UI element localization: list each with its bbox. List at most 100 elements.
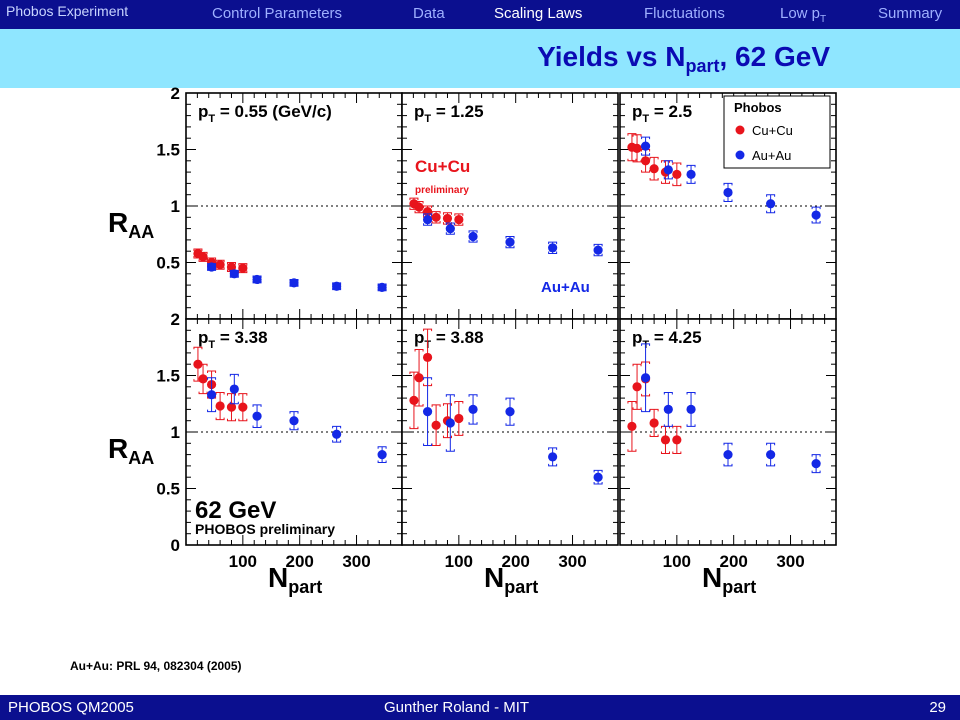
auau-syst-bracket: [468, 240, 478, 243]
auau-syst-bracket: [663, 176, 673, 180]
auau-syst-bracket: [229, 275, 239, 278]
cucu-point: [193, 248, 203, 259]
cucu-point: [206, 257, 217, 268]
nav-data[interactable]: Data: [413, 5, 445, 22]
auau-syst-bracket: [332, 282, 342, 285]
auau-syst-bracket: [332, 425, 342, 429]
auau-syst-bracket: [229, 373, 239, 377]
panel-frame: [401, 318, 619, 546]
y-axis-label-top: RAA: [108, 207, 154, 242]
cucu-syst-bracket: [672, 425, 682, 429]
auau-syst-bracket: [252, 425, 262, 428]
auau-point: [766, 450, 776, 460]
auau-point: [548, 452, 558, 462]
y-tick-label: 0.5: [156, 480, 180, 499]
experiment-label: PHOBOS preliminary: [195, 521, 335, 537]
x-tick-label: 200: [719, 552, 747, 571]
auau-syst-bracket: [686, 181, 696, 184]
y-axis-label-bottom-main: R: [108, 433, 128, 464]
cucu-point: [442, 416, 453, 426]
nav-scaling-laws[interactable]: Scaling Laws: [494, 5, 583, 22]
auau-syst-bracket: [445, 394, 455, 397]
cucu-syst-bracket: [215, 391, 225, 395]
cucu-syst-bracket: [454, 400, 464, 404]
nav-fluctuations[interactable]: Fluctuations: [644, 5, 725, 22]
auau-point: [377, 450, 387, 460]
y-tick-label: 2: [171, 310, 180, 329]
title-tail: , 62 GeV: [719, 41, 830, 72]
cucu-syst-bracket: [641, 361, 651, 364]
auau-point: [332, 429, 342, 439]
auau-syst-bracket: [207, 268, 217, 271]
title-bar: Yields vs Npart, 62 GeV: [0, 29, 960, 88]
auau-syst-bracket: [377, 460, 387, 464]
cucu-syst-bracket: [414, 210, 424, 214]
x-axis-label-2-sub: part: [504, 577, 538, 597]
auau-point: [422, 214, 433, 225]
cucu-syst-bracket: [423, 383, 433, 387]
panel-label-sub: T: [642, 113, 649, 125]
nav-summary[interactable]: Summary: [878, 5, 943, 22]
auau-syst-bracket: [766, 194, 776, 197]
x-axis-label-2-main: N: [484, 562, 504, 593]
panel-label-value: = 4.25: [649, 328, 701, 347]
auau-syst-bracket: [548, 447, 558, 450]
auau-syst-bracket: [445, 232, 455, 235]
nav-low-pt[interactable]: Low pT: [780, 5, 826, 25]
auau-syst-bracket: [252, 280, 262, 284]
cucu-point: [226, 262, 237, 272]
y-axis-label-bottom-sub: AA: [128, 448, 154, 468]
auau-syst-bracket: [207, 263, 217, 266]
x-tick-label: 200: [285, 552, 313, 571]
auau-syst-bracket: [641, 153, 651, 156]
auau-point: [229, 384, 239, 394]
panel-frame: [185, 318, 403, 546]
auau-syst-bracket: [423, 213, 433, 216]
y-tick-label: 1: [171, 423, 180, 442]
auau-syst-bracket: [723, 182, 733, 186]
auau-point: [548, 243, 558, 253]
cucu-point: [649, 418, 659, 428]
cucu-syst-bracket: [632, 159, 642, 163]
x-axis-label-3-sub: part: [722, 577, 756, 597]
cucu-point: [193, 359, 203, 369]
cucu-syst-bracket: [207, 370, 217, 373]
cucu-syst-bracket: [627, 449, 637, 452]
y-tick-label: 1.5: [156, 141, 180, 160]
cucu-syst-bracket: [454, 433, 464, 436]
auau-syst-bracket: [663, 424, 673, 427]
auau-point: [252, 274, 262, 285]
auau-syst-bracket: [445, 222, 455, 225]
auau-syst-bracket: [766, 442, 776, 446]
auau-syst-bracket: [229, 401, 239, 405]
cucu-syst-bracket: [215, 417, 225, 421]
auau-syst-bracket: [641, 409, 651, 413]
x-axis-label-1: Npart: [268, 562, 322, 597]
auau-syst-bracket: [468, 422, 478, 425]
cucu-point: [632, 143, 642, 153]
auau-point: [468, 231, 478, 242]
auau-point: [289, 416, 299, 426]
auau-syst-bracket: [641, 343, 651, 346]
cucu-syst-bracket: [238, 270, 248, 274]
auau-syst-bracket: [593, 243, 603, 247]
auau-syst-bracket: [289, 284, 299, 287]
cucu-point: [442, 213, 453, 224]
auau-syst-bracket: [505, 245, 515, 249]
cucu-syst-bracket: [207, 257, 217, 260]
y-tick-label: 0: [171, 536, 180, 555]
auau-syst-bracket: [811, 470, 821, 474]
nav-control-parameters[interactable]: Control Parameters: [212, 5, 343, 22]
cucu-point: [649, 164, 659, 174]
cucu-point: [640, 156, 651, 166]
auau-point: [229, 269, 239, 279]
cucu-syst-bracket: [641, 170, 651, 173]
auau-point: [723, 187, 733, 198]
cucu-annotation: Cu+Cu: [415, 157, 470, 176]
panel-frame: [185, 92, 403, 320]
cucu-point: [632, 382, 642, 392]
cucu-syst-bracket: [198, 363, 208, 367]
y-axis-label-top-sub: AA: [128, 222, 154, 242]
auau-syst-bracket: [811, 206, 821, 210]
